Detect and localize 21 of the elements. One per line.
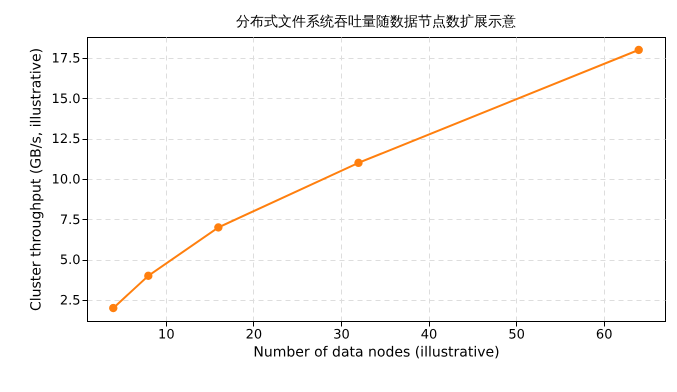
x-tick-label: 20	[246, 328, 262, 342]
y-tick-label: 12.5	[52, 132, 80, 148]
x-tick-label: 50	[508, 328, 525, 342]
x-tick-label: 30	[333, 328, 350, 342]
point	[354, 158, 363, 168]
point	[144, 272, 152, 280]
y-tick-label: 2.5	[60, 294, 80, 309]
chart-title: 分布式文件系统吞吐量随数据节点数扩展示意	[236, 14, 516, 30]
y-axis-title: Cluster throughput (GB/s, illustrative)	[28, 48, 45, 312]
y-tick-label: 5.0	[60, 253, 80, 268]
x-tick-label: 40	[420, 328, 438, 342]
y-tick-label: 10.0	[52, 172, 80, 188]
point	[634, 46, 643, 54]
y-tick-label: 7.5	[60, 212, 80, 228]
y-tick-label: 15.0	[52, 92, 80, 107]
point	[109, 304, 118, 312]
y-tick-label: 17.5	[52, 51, 80, 66]
point	[214, 223, 223, 232]
x-tick-label: 10	[158, 328, 175, 342]
x-tick-label: 60	[596, 328, 612, 342]
x-axis-title: Number of data nodes (illustrative)	[253, 344, 500, 360]
